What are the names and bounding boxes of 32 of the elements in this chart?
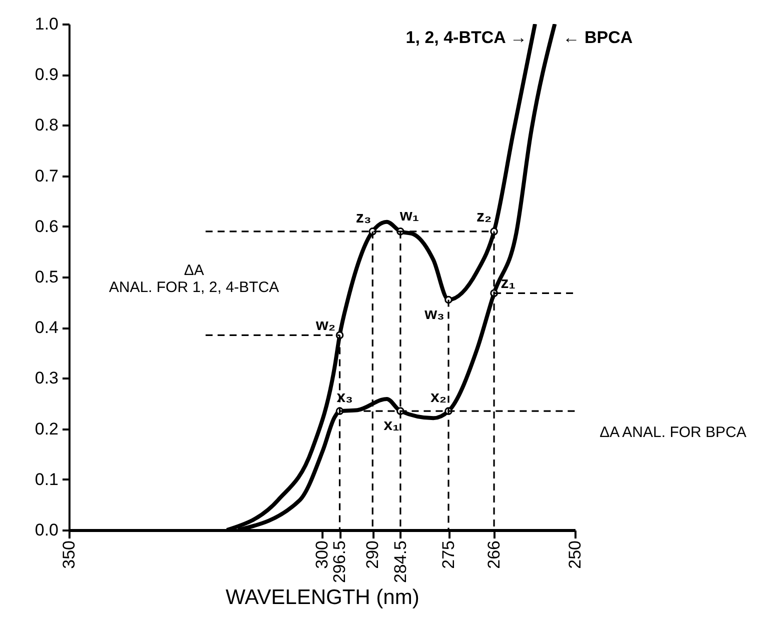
x-tick-label: 250	[566, 540, 584, 569]
x-tick-label: 300	[312, 540, 332, 569]
y-tick-label: 0.0	[34, 520, 58, 540]
y-tick-label: 0.2	[34, 419, 58, 438]
annotation: x₁	[384, 417, 400, 434]
y-tick-label: 0.7	[34, 166, 58, 186]
x-tick-label: 275	[439, 540, 458, 569]
annotation: z₂	[476, 208, 492, 226]
annotation: x₂	[430, 389, 447, 406]
y-tick-label: 1.0	[34, 14, 58, 34]
annotation: ΔA ANAL. FOR 1, 2, 4-BTCA	[108, 262, 280, 296]
y-tick-label: 0.9	[34, 65, 58, 84]
x-tick-label: 266	[484, 540, 504, 569]
y-tick-label: 0.5	[34, 268, 58, 286]
annotation: z₃	[356, 209, 372, 226]
annotation: w₃	[424, 306, 444, 323]
y-tick-label: 0.4	[34, 318, 58, 338]
x-axis-title: WAVELENGTH (nm)	[226, 586, 420, 610]
y-tick-label: 0.3	[34, 368, 58, 388]
x-tick-label: 290	[363, 540, 382, 569]
series-label: 1, 2, 4-BTCA →	[406, 28, 528, 47]
y-tick-label: 0.1	[34, 470, 58, 489]
text: ΔA ANAL. FOR BPCA	[600, 424, 746, 441]
y-tick-label: 0.8	[34, 116, 58, 135]
x-tick-label: 350	[60, 540, 78, 569]
annotation: w₁	[398, 207, 420, 224]
annotation: z₁	[500, 275, 516, 292]
series-label: ← BPCA	[562, 28, 633, 47]
annotation: w₂	[314, 317, 336, 334]
x-tick-label: 296.5	[330, 540, 350, 584]
y-tick-label: 0.6	[34, 216, 58, 236]
x-tick-label: 284.5	[390, 540, 410, 584]
